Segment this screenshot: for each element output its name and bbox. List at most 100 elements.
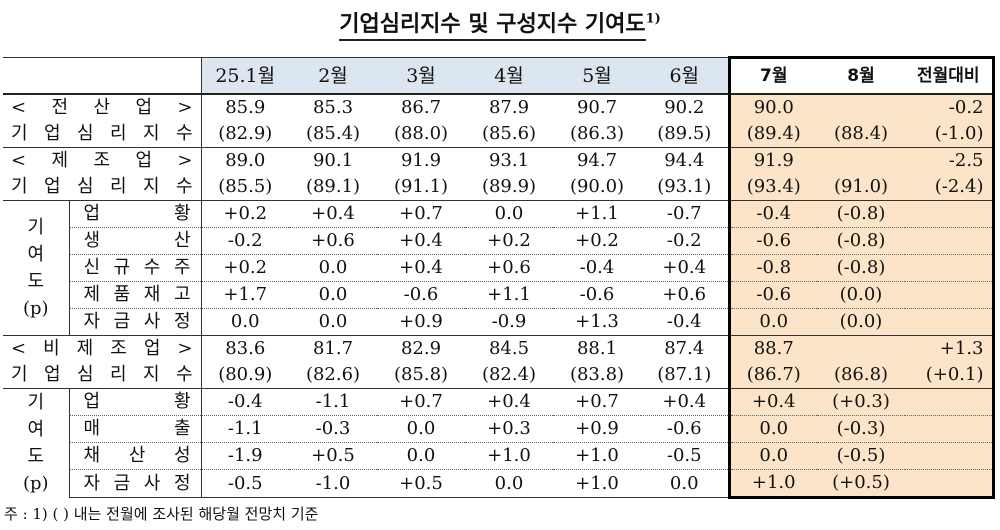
cell: -1.0 bbox=[289, 469, 377, 498]
cell: (88.0) bbox=[393, 123, 449, 144]
cell: -1.9 bbox=[201, 442, 289, 470]
cell: -1.1 bbox=[201, 415, 289, 443]
cell: -0.4 bbox=[201, 388, 289, 416]
cell: (88.4) bbox=[817, 121, 905, 148]
cell: +1.7 bbox=[201, 281, 289, 309]
cell: -0.6 bbox=[377, 281, 465, 309]
cell: (+0.5) bbox=[817, 469, 905, 499]
cell: (85.8) bbox=[393, 364, 449, 385]
cell bbox=[817, 335, 905, 362]
cell: (83.8) bbox=[569, 364, 625, 385]
cell: +0.5 bbox=[289, 442, 377, 470]
cell: (85.4) bbox=[305, 123, 361, 144]
cell: (89.5) bbox=[657, 123, 712, 144]
column-header: 3월 bbox=[377, 57, 465, 95]
cell: -0.8 bbox=[727, 254, 817, 282]
column-header: 25.1월 bbox=[201, 57, 289, 95]
index-table: 25.1월 2월 3월 4월 5월 6월 7월 8월 전월대비 < 전 산 업 >85.9 85.3… bbox=[3, 56, 995, 499]
title: 기업심리지수 및 구성지수 기여도 bbox=[339, 11, 646, 41]
cell: +1.1 bbox=[553, 200, 641, 228]
cell: +1.3 bbox=[553, 308, 641, 336]
section-sublabel: 기 업 심 리 지 수 bbox=[3, 174, 202, 201]
cell: 84.5 bbox=[465, 335, 553, 362]
cell: +0.2 bbox=[201, 254, 289, 282]
cell: +1.0 bbox=[553, 469, 641, 498]
cell: (93.1) bbox=[657, 176, 712, 197]
cell bbox=[905, 281, 995, 309]
cell bbox=[905, 227, 995, 255]
cell: +0.7 bbox=[377, 200, 465, 228]
cell: 0.0 bbox=[201, 308, 289, 336]
cell: +0.5 bbox=[377, 469, 465, 498]
cell: +0.4 bbox=[641, 254, 729, 282]
cell: -0.3 bbox=[289, 415, 377, 443]
cell bbox=[905, 469, 995, 499]
cell: 0.0 bbox=[377, 415, 465, 443]
item-label: 매 출 bbox=[68, 415, 202, 443]
cell: (-0.8) bbox=[817, 200, 905, 228]
section-sublabel: 기 업 심 리 지 수 bbox=[3, 362, 202, 389]
contribution-row: 신 규 수 주 +0.2 0.0 +0.4 +0.6 -0.4 +0.4 -0.8 (-0.8) bbox=[3, 254, 995, 282]
cell: 90.7 bbox=[553, 93, 641, 121]
contribution-row: 매 출 -1.1 -0.3 0.0 +0.3 +0.9 -0.6 0.0 (-0.3) bbox=[3, 415, 995, 443]
contribution-row: 생 산 -0.2 +0.6 +0.4 +0.2 +0.2 -0.2 -0.6 (-0.8) bbox=[3, 227, 995, 255]
item-label: 업 황 bbox=[68, 388, 202, 416]
cell: -0.6 bbox=[727, 281, 817, 309]
cell: 89.0 bbox=[201, 147, 289, 174]
cell: (87.1) bbox=[657, 364, 712, 385]
item-label: 업 황 bbox=[68, 200, 202, 228]
section-label: < 비 제 조 업 > bbox=[3, 335, 202, 362]
cell: +0.9 bbox=[553, 415, 641, 443]
cell: +0.9 bbox=[377, 308, 465, 336]
cell bbox=[905, 442, 995, 470]
cell: -0.5 bbox=[201, 469, 289, 498]
cell: (82.6) bbox=[305, 364, 361, 385]
cell bbox=[905, 388, 995, 416]
cell: +0.2 bbox=[201, 200, 289, 228]
cell: (0.0) bbox=[817, 281, 905, 309]
cell: -0.4 bbox=[727, 200, 817, 228]
cell bbox=[905, 200, 995, 228]
column-header: 5월 bbox=[553, 57, 641, 95]
cell: -0.2 bbox=[641, 227, 729, 255]
cell: 81.7 bbox=[289, 335, 377, 362]
item-label: 제 품 재 고 bbox=[68, 281, 202, 309]
cell: 94.7 bbox=[553, 147, 641, 174]
contribution-label-text: 기 여 도 (p) bbox=[22, 392, 49, 495]
section-sublabel: 기 업 심 리 지 수 bbox=[3, 121, 202, 148]
cell: +0.6 bbox=[641, 281, 729, 309]
cell: -0.5 bbox=[641, 442, 729, 470]
item-label: 자 금 사 정 bbox=[68, 469, 202, 498]
index-row: < 제 조 업 >89.0 90.1 91.9 93.1 94.7 94.4 91.9 -2.… bbox=[3, 147, 995, 174]
index-row: < 전 산 업 >85.9 85.3 86.7 87.9 90.7 90.2 90.0 -0.… bbox=[3, 93, 995, 121]
cell bbox=[905, 308, 995, 336]
cell: +0.6 bbox=[465, 254, 553, 282]
cell: 88.1 bbox=[553, 335, 641, 362]
forecast-row: 기 업 심 리 지 수 (82.9) (85.4) (88.0) (85.6) (86.3… bbox=[3, 121, 995, 148]
cell: (-1.0) bbox=[905, 121, 995, 148]
cell: 91.9 bbox=[377, 147, 465, 174]
cell: 0.0 bbox=[465, 200, 553, 228]
cell: 83.6 bbox=[201, 335, 289, 362]
cell: +0.2 bbox=[465, 227, 553, 255]
contribution-label: 기 여 도 (p) bbox=[3, 388, 70, 498]
cell: (-0.8) bbox=[817, 227, 905, 255]
column-header: 8월 bbox=[817, 56, 905, 95]
cell: -0.4 bbox=[553, 254, 641, 282]
cell: 91.9 bbox=[727, 147, 817, 174]
cell: 0.0 bbox=[727, 442, 817, 470]
cell: +0.4 bbox=[727, 388, 817, 416]
cell: 0.0 bbox=[377, 442, 465, 470]
cell: (89.1) bbox=[305, 176, 361, 197]
cell bbox=[817, 147, 905, 174]
cell: 90.2 bbox=[641, 93, 729, 121]
column-header: 전월대비 bbox=[905, 56, 995, 95]
cell: (91.1) bbox=[393, 176, 449, 197]
cell: 93.1 bbox=[465, 147, 553, 174]
cell: (-0.3) bbox=[817, 415, 905, 443]
cell: 0.0 bbox=[727, 308, 817, 336]
cell: (80.9) bbox=[218, 364, 273, 385]
cell: -0.7 bbox=[641, 200, 729, 228]
cell: +0.4 bbox=[641, 388, 729, 416]
